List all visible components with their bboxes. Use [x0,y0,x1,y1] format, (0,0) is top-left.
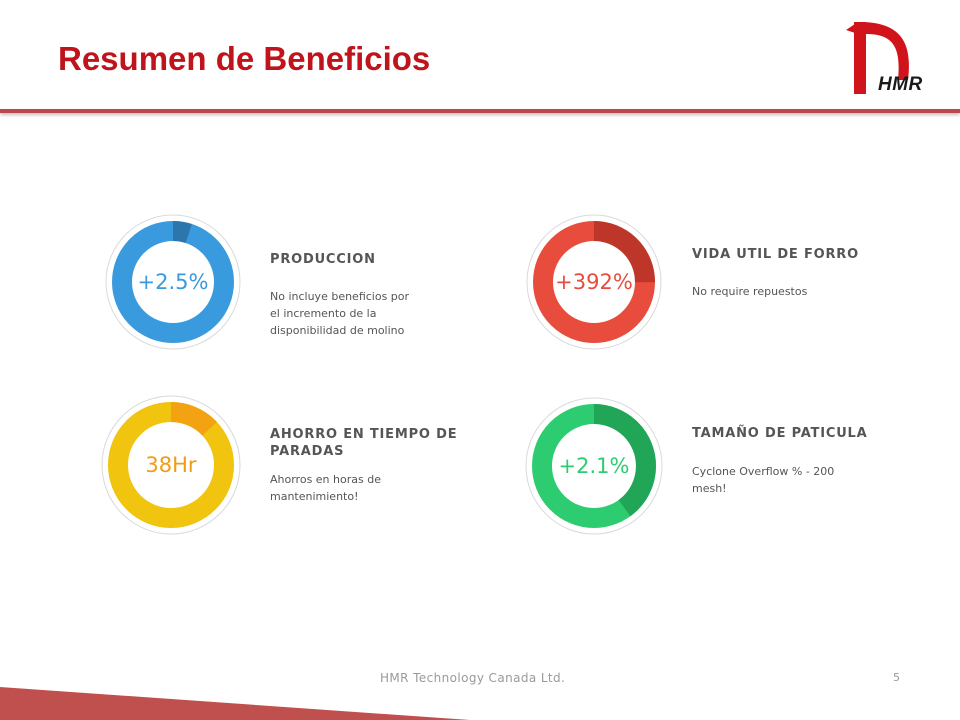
particle-size-description: Cyclone Overflow % - 200 mesh! [692,465,835,495]
downtime-savings-ring: 38Hr [101,395,241,535]
downtime-savings-description: Ahorros en horas de mantenimiento! [270,473,381,503]
production-description: No incluye beneficios por el incremento … [270,290,410,337]
production-title: PRODUCCION [270,252,376,267]
footer-company: HMR Technology Canada Ltd. [380,671,566,685]
production-ring: +2.5% [105,214,241,350]
liner-life-title: VIDA UTIL DE FORRO [692,247,859,262]
liner-life-value: +392% [555,270,633,294]
particle-size-ring: +2.1% [525,397,663,535]
page-number: 5 [893,671,900,684]
ring-highlight-arc [532,404,656,528]
donut-chart [101,395,241,535]
logo-text: HMR [878,74,923,95]
donut-chart [105,214,241,350]
header-divider [0,109,960,113]
ring-highlight-arc [108,402,234,528]
liner-life-ring: +392% [526,214,662,350]
liner-life-description: No require repuestos [692,285,808,298]
hmr-logo-icon [846,22,909,94]
donut-chart [526,214,662,350]
ring-highlight-arc [112,221,234,343]
particle-size-value: +2.1% [558,454,630,478]
donut-chart [525,397,663,535]
downtime-savings-title: AHORRO EN TIEMPO DE PARADAS [270,427,458,459]
downtime-savings-value: 38Hr [145,453,197,477]
page-title: Resumen de Beneficios [58,40,431,77]
production-value: +2.5% [137,270,209,294]
ring-highlight-arc [533,221,655,343]
particle-size-title: TAMAÑO DE PATICULA [692,426,868,441]
